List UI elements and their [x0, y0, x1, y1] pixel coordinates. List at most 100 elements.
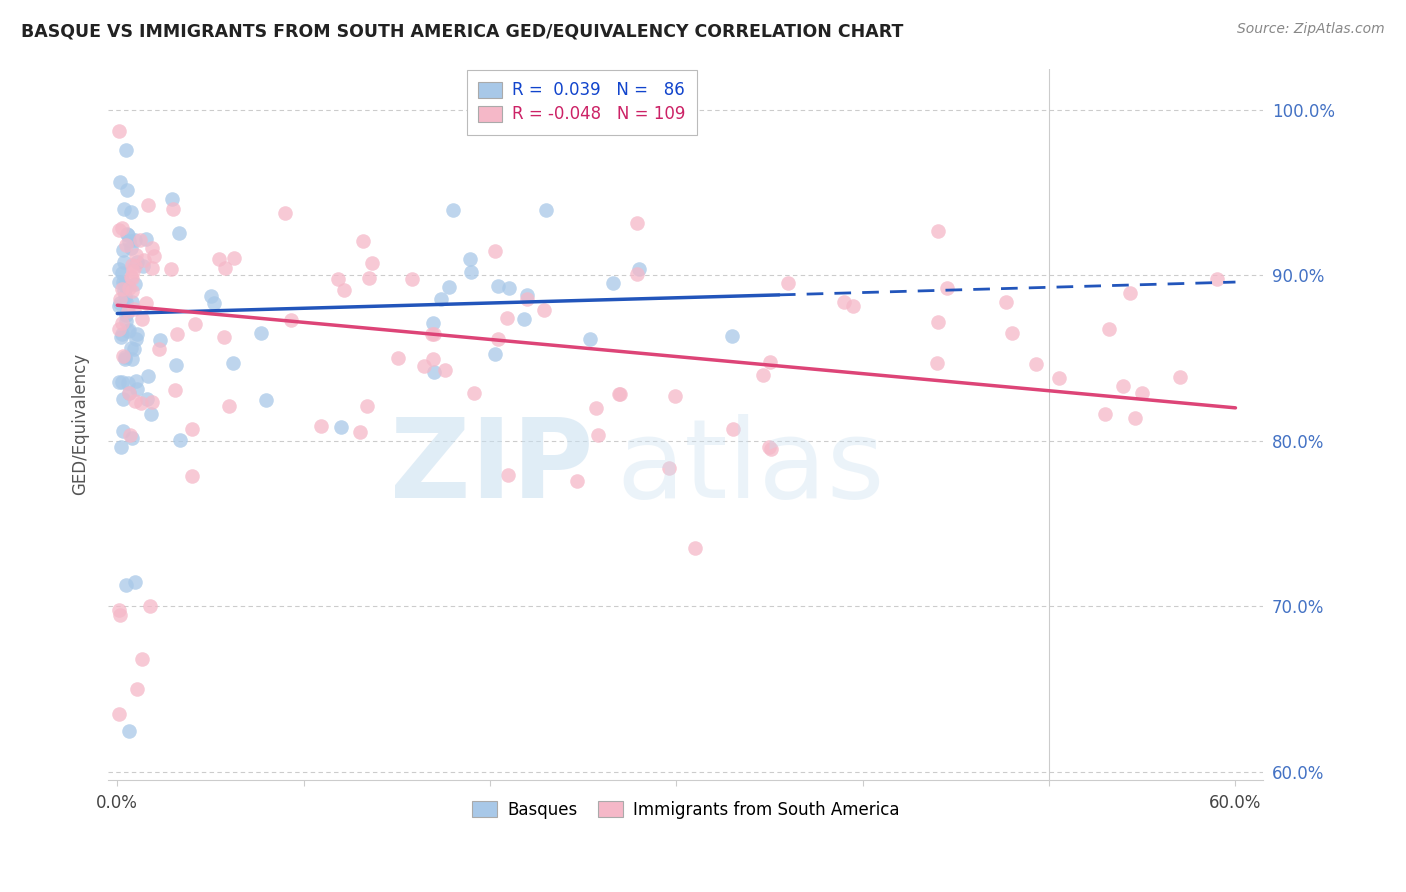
- Point: [134, 252, 156, 267]
- Point: [135, 296, 157, 310]
- Point: [423, 365, 446, 379]
- Point: [463, 385, 485, 400]
- Point: [132, 259, 155, 273]
- Point: [124, 342, 146, 356]
- Point: [131, 652, 153, 666]
- Point: [125, 375, 148, 389]
- Point: [349, 425, 371, 440]
- Point: [1111, 379, 1133, 393]
- Point: [114, 295, 136, 310]
- Point: [115, 578, 138, 592]
- Point: [776, 276, 799, 290]
- Point: [222, 356, 245, 370]
- Point: [498, 281, 520, 295]
- Text: atlas: atlas: [616, 414, 884, 521]
- Point: [214, 261, 236, 276]
- Point: [114, 279, 136, 293]
- Point: [536, 202, 558, 217]
- Point: [124, 277, 146, 292]
- Point: [607, 387, 630, 401]
- Point: [111, 243, 134, 257]
- Point: [626, 267, 648, 281]
- Point: [114, 350, 136, 364]
- Point: [111, 266, 134, 280]
- Point: [658, 460, 681, 475]
- Point: [486, 279, 509, 293]
- Point: [118, 428, 141, 442]
- Point: [148, 342, 170, 356]
- Legend: Basques, Immigrants from South America: Basques, Immigrants from South America: [465, 794, 905, 825]
- Point: [108, 293, 131, 307]
- Point: [114, 308, 136, 322]
- Point: [139, 599, 162, 614]
- Point: [413, 359, 436, 373]
- Point: [352, 234, 374, 248]
- Point: [387, 351, 409, 365]
- Point: [108, 603, 131, 617]
- Point: [122, 301, 145, 316]
- Point: [516, 288, 538, 302]
- Point: [111, 220, 134, 235]
- Point: [437, 280, 460, 294]
- Point: [430, 293, 453, 307]
- Point: [180, 422, 202, 436]
- Point: [114, 314, 136, 328]
- Point: [927, 315, 949, 329]
- Point: [108, 275, 131, 289]
- Point: [117, 228, 139, 243]
- Point: [441, 203, 464, 218]
- Point: [280, 313, 302, 327]
- Point: [111, 424, 134, 438]
- Point: [202, 295, 225, 310]
- Point: [108, 261, 131, 276]
- Point: [165, 358, 187, 372]
- Point: [129, 396, 152, 410]
- Point: [110, 327, 132, 342]
- Point: [118, 723, 141, 738]
- Point: [121, 352, 143, 367]
- Point: [108, 223, 131, 237]
- Point: [1047, 371, 1070, 385]
- Point: [167, 226, 190, 240]
- Point: [112, 202, 135, 216]
- Point: [832, 295, 855, 310]
- Point: [420, 326, 443, 341]
- Point: [127, 383, 149, 397]
- Point: [121, 270, 143, 285]
- Point: [309, 418, 332, 433]
- Text: BASQUE VS IMMIGRANTS FROM SOUTH AMERICA GED/EQUIVALENCY CORRELATION CHART: BASQUE VS IMMIGRANTS FROM SOUTH AMERICA …: [21, 22, 904, 40]
- Text: ZIP: ZIP: [389, 414, 593, 521]
- Point: [162, 202, 184, 217]
- Point: [208, 252, 231, 266]
- Point: [516, 292, 538, 306]
- Point: [585, 401, 607, 415]
- Point: [326, 272, 349, 286]
- Point: [125, 255, 148, 269]
- Point: [114, 277, 136, 291]
- Point: [124, 574, 146, 589]
- Point: [159, 262, 181, 277]
- Point: [361, 256, 384, 270]
- Point: [115, 227, 138, 242]
- Y-axis label: GED/Equivalency: GED/Equivalency: [72, 353, 89, 495]
- Point: [114, 143, 136, 157]
- Point: [212, 330, 235, 344]
- Point: [108, 296, 131, 310]
- Point: [120, 241, 142, 255]
- Point: [166, 326, 188, 341]
- Point: [118, 323, 141, 337]
- Point: [108, 607, 131, 622]
- Point: [131, 312, 153, 326]
- Point: [121, 284, 143, 298]
- Point: [112, 349, 135, 363]
- Point: [114, 289, 136, 303]
- Point: [357, 271, 380, 285]
- Point: [1205, 272, 1227, 286]
- Point: [111, 275, 134, 289]
- Point: [422, 316, 444, 330]
- Point: [758, 355, 780, 369]
- Point: [356, 399, 378, 413]
- Point: [434, 362, 457, 376]
- Point: [149, 333, 172, 347]
- Point: [112, 283, 135, 297]
